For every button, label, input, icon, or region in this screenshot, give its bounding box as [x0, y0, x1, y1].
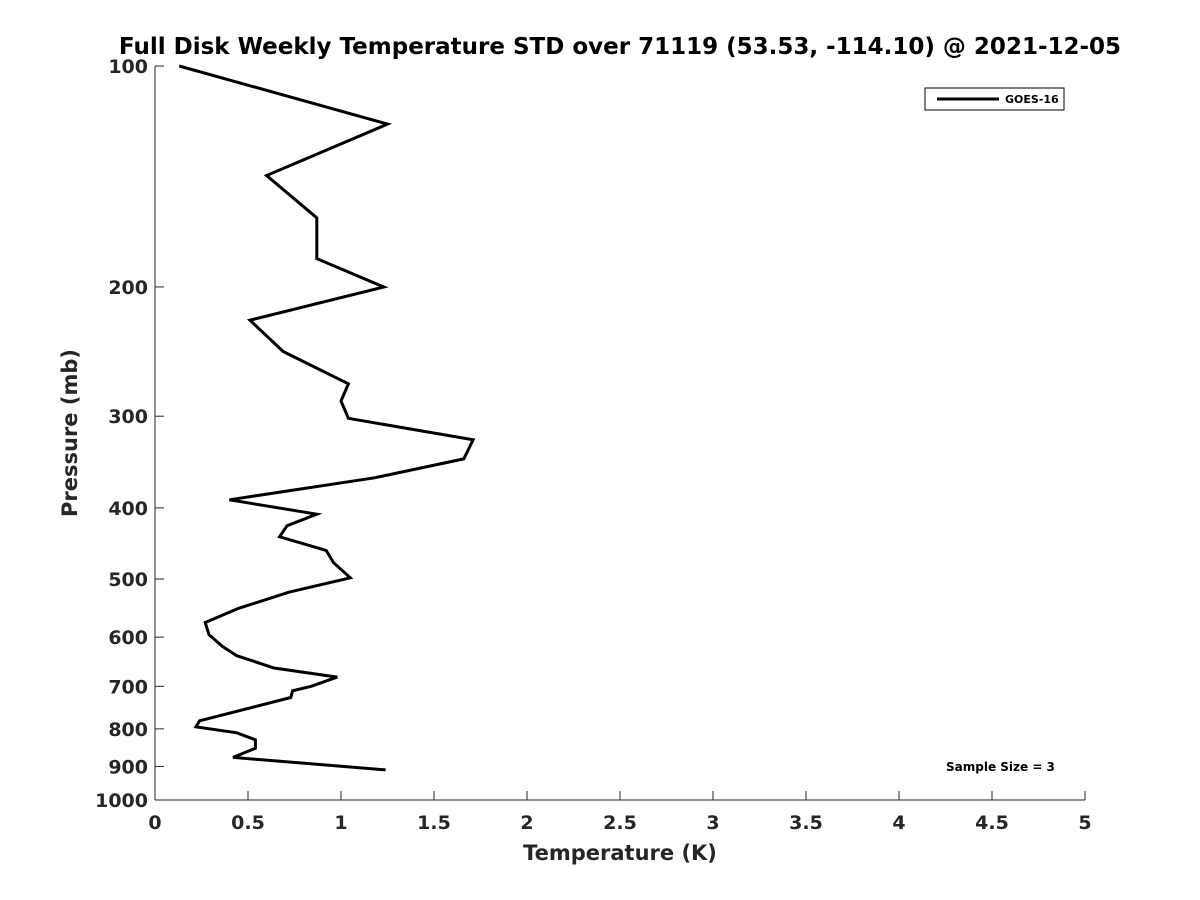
x-tick-label: 0: [148, 812, 161, 834]
x-axis-label: Temperature (K): [523, 841, 717, 865]
x-tick-label: 3: [706, 812, 719, 834]
y-tick-label: 200: [108, 277, 148, 299]
series-layer: [178, 64, 476, 772]
x-tick-label: 5: [1078, 812, 1091, 834]
x-tick-label: 3.5: [789, 812, 823, 834]
x-tick-label: 2: [520, 812, 533, 834]
legend-label-goes-16: GOES-16: [1005, 93, 1059, 106]
legend: GOES-16: [924, 87, 1065, 111]
y-tick-label: 300: [108, 406, 148, 428]
y-tick-label: 400: [108, 498, 148, 520]
y-tick-label: 100: [108, 56, 148, 78]
y-ticks: 100 200 300 400 500 600 700 800 900 1000: [95, 56, 164, 812]
x-tick-label: 1: [334, 812, 347, 834]
x-tick-label: 2.5: [603, 812, 637, 834]
x-tick-label: 4.5: [975, 812, 1009, 834]
y-tick-label: 800: [108, 719, 148, 741]
y-tick-label: 500: [108, 569, 148, 591]
x-tick-label: 1.5: [417, 812, 451, 834]
x-ticks: 0 0.5 1 1.5 2 2.5 3 3.5 4 4.5 5: [148, 791, 1092, 834]
series-line-goes-16: [178, 64, 476, 772]
y-tick-label: 900: [108, 756, 148, 778]
y-tick-label: 1000: [95, 790, 148, 812]
sample-size-annotation: Sample Size = 3: [946, 760, 1055, 774]
y-axis-label: Pressure (mb): [58, 349, 82, 517]
x-tick-label: 4: [892, 812, 905, 834]
chart-title: Full Disk Weekly Temperature STD over 71…: [119, 34, 1121, 60]
y-tick-label: 600: [108, 627, 148, 649]
y-tick-label: 700: [108, 676, 148, 698]
x-tick-label: 0.5: [231, 812, 265, 834]
